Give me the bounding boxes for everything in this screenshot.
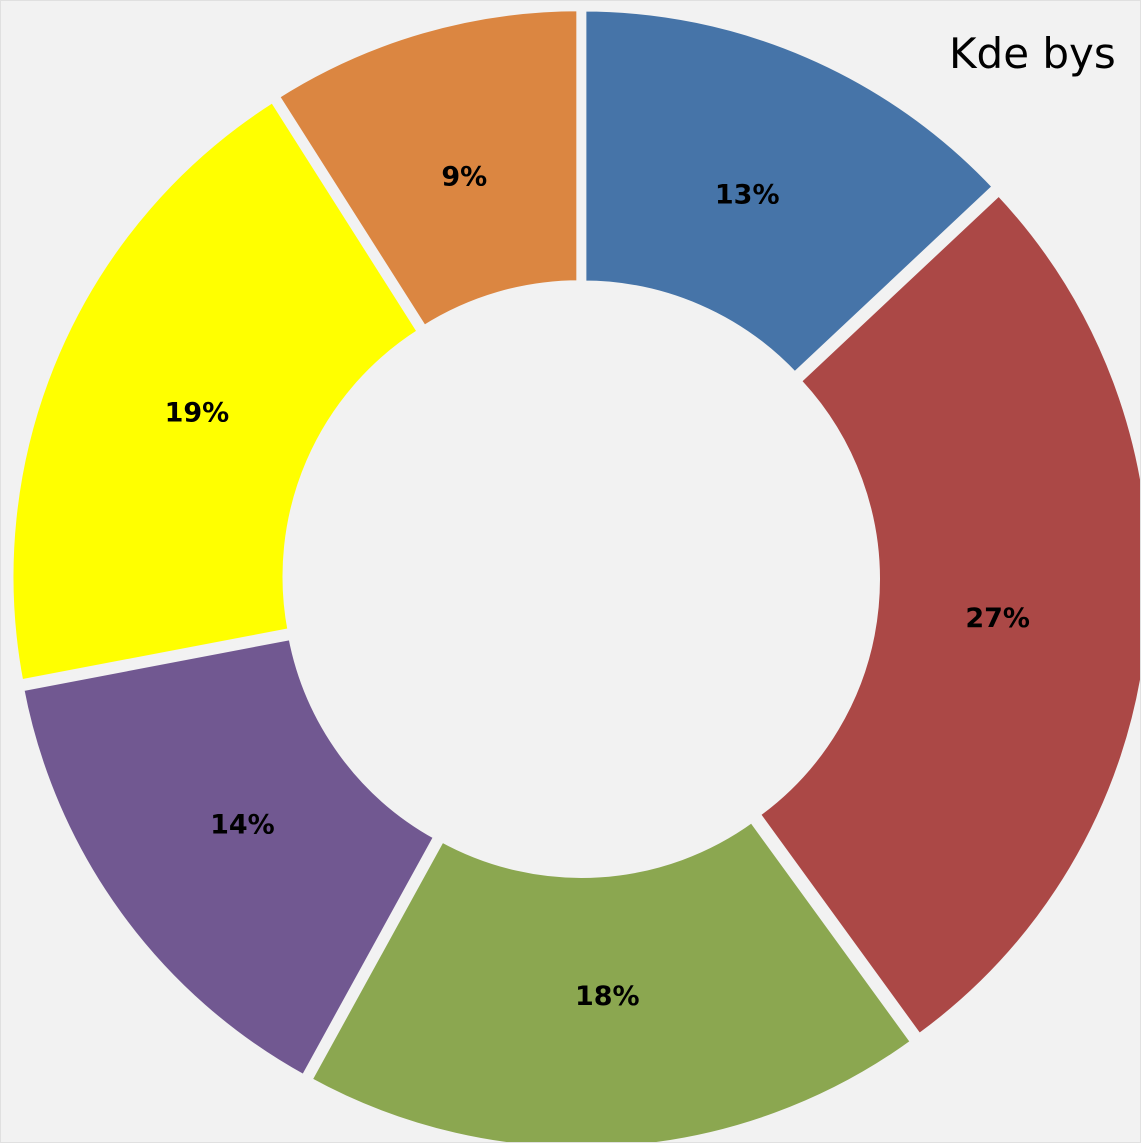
chart-title: Kde bys	[949, 29, 1116, 78]
donut-slice-group: 19%	[7, 95, 425, 686]
donut-slice-group: 9%	[272, 5, 583, 333]
donut-slice	[272, 5, 583, 333]
slice-data-label: 13%	[715, 179, 780, 210]
slice-data-label: 14%	[210, 809, 275, 840]
slice-data-label: 9%	[441, 162, 487, 193]
donut-slice-group: 18%	[305, 815, 918, 1142]
slice-data-label: 18%	[575, 981, 640, 1012]
donut-slice-group: 14%	[17, 633, 441, 1082]
donut-slice	[753, 188, 1140, 1041]
donut-slice-group: 13%	[580, 5, 1000, 380]
donut-slice	[17, 633, 441, 1082]
donut-slice	[7, 95, 425, 686]
donut-slice-group: 27%	[753, 188, 1140, 1041]
donut-slice	[305, 815, 918, 1142]
slice-data-label: 27%	[965, 603, 1030, 634]
donut-slice	[580, 5, 1000, 380]
slice-data-label: 19%	[165, 397, 230, 428]
